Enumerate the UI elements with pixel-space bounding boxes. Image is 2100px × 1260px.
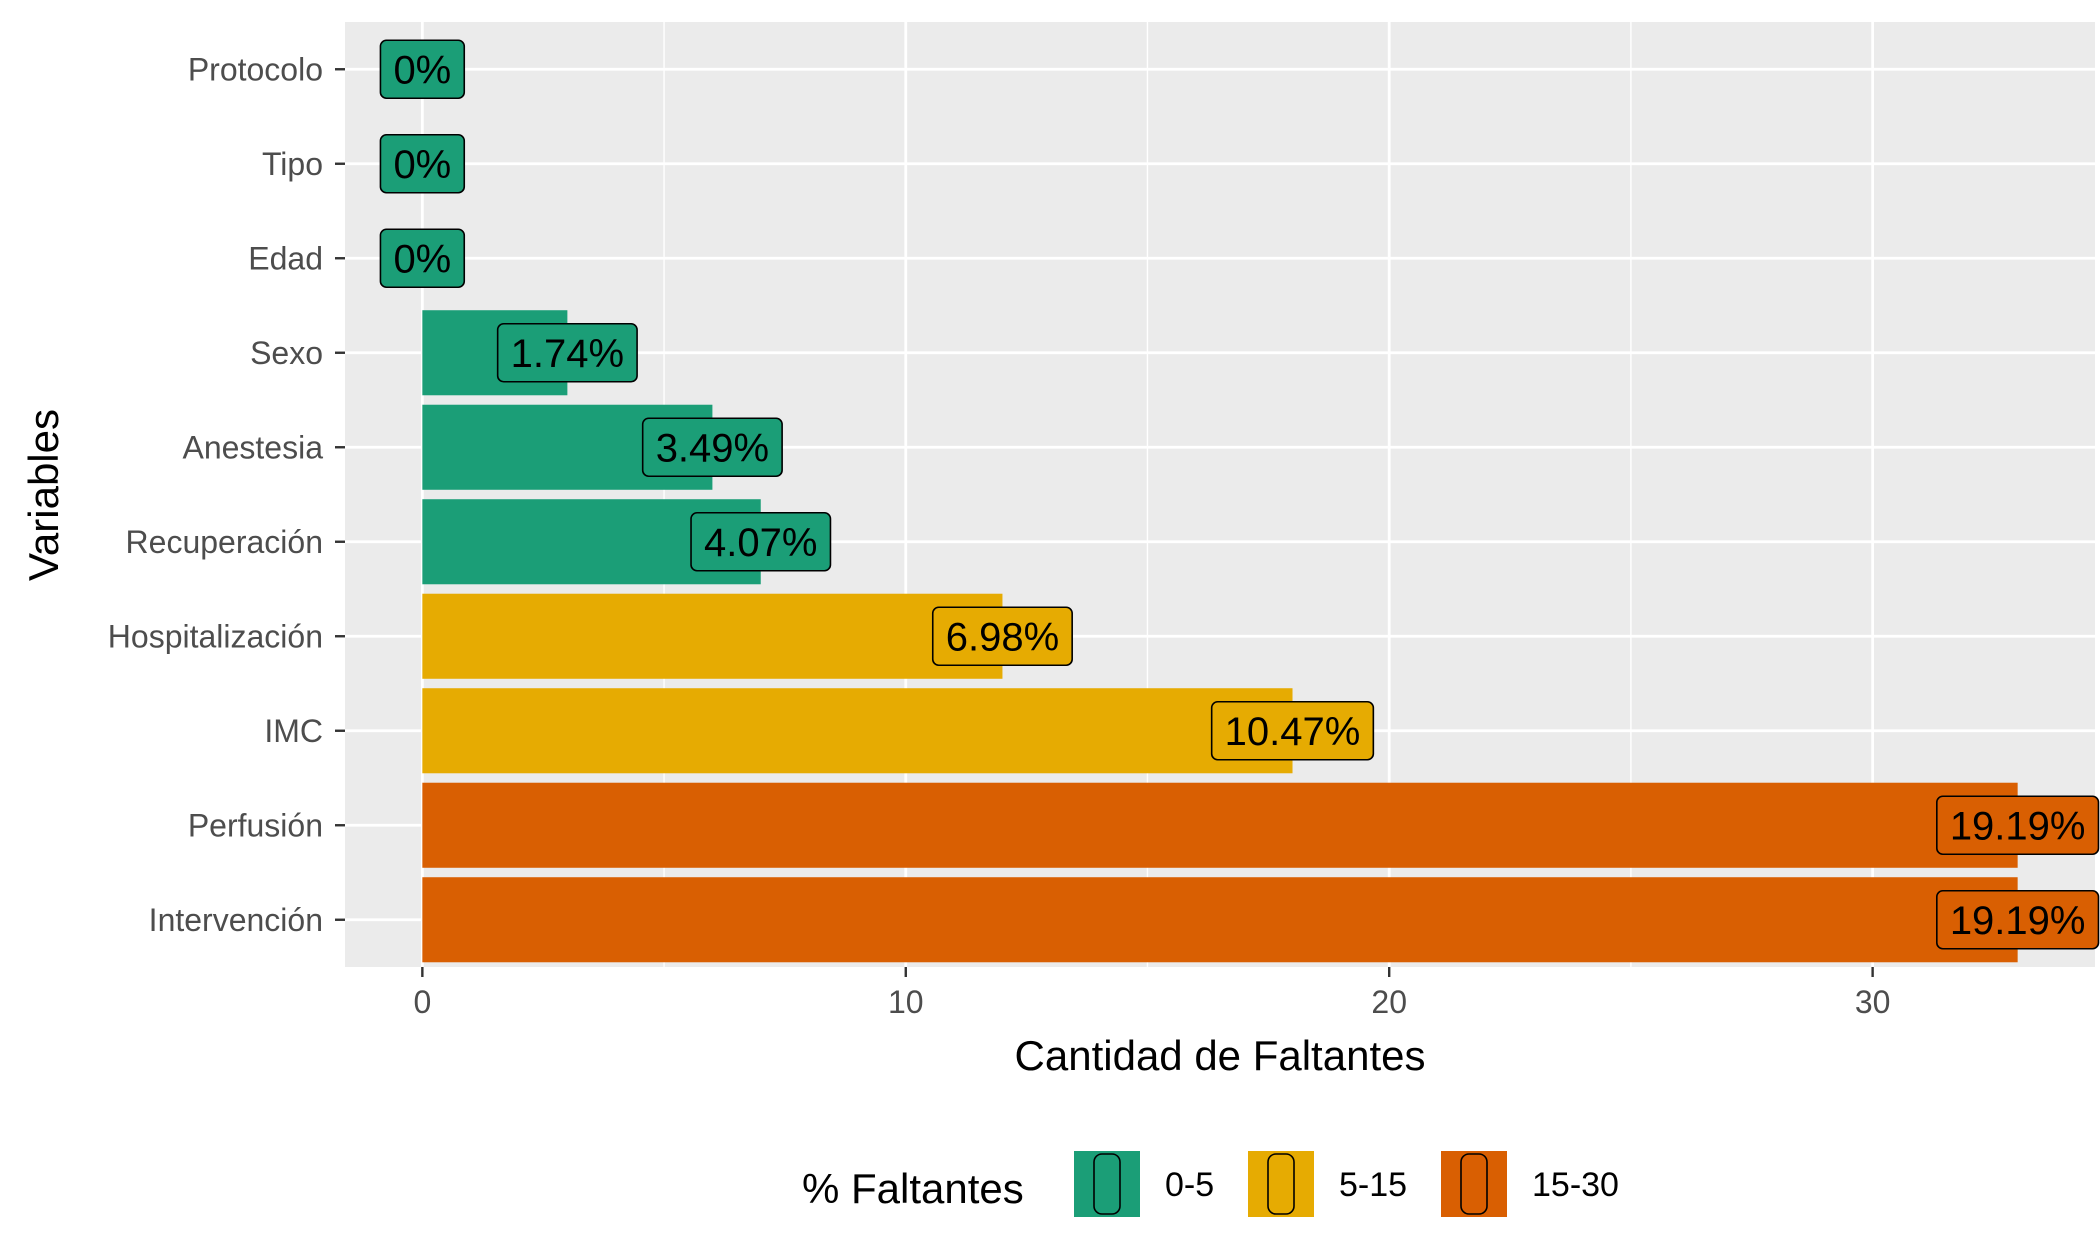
data-label-box — [379, 133, 466, 194]
data-label-text: 19.19% — [1950, 804, 2086, 848]
y-tick-label: Intervención — [149, 902, 323, 938]
y-tick-label: Protocolo — [188, 51, 323, 87]
data-label: 0% — [379, 39, 466, 100]
legend-item: 0-5 — [1072, 1149, 1214, 1219]
bar — [422, 688, 1293, 774]
y-tick-label: Hospitalización — [108, 618, 323, 654]
bar — [422, 782, 2018, 868]
y-tick-label: Recuperación — [126, 524, 323, 560]
x-tick-label: 0 — [413, 984, 431, 1020]
data-label: 3.49% — [641, 417, 783, 478]
y-axis-title: Variables — [20, 409, 67, 581]
data-labels: 0% 0% 0% 1.74% 3.49% 4.07% 6.98% 10.47% 19.19% 19… — [379, 39, 2100, 950]
data-label-box — [1936, 889, 2100, 950]
data-label-text: 0% — [393, 237, 451, 281]
data-label: 0% — [379, 228, 466, 289]
data-label-text: 6.98% — [946, 615, 1059, 659]
y-tick-label: Perfusión — [188, 807, 323, 843]
data-label-box — [641, 417, 783, 478]
legend-key-label-glyph — [1093, 1153, 1121, 1215]
x-tick-label: 30 — [1855, 984, 1891, 1020]
data-label-text: 19.19% — [1950, 899, 2086, 943]
legend-key-label-glyph — [1267, 1153, 1295, 1215]
data-label-box — [379, 228, 466, 289]
data-label-text: 0% — [393, 143, 451, 187]
legend: % Faltantes 0-5 5-15 15-30 — [802, 1149, 1619, 1219]
legend-label: 15-30 — [1532, 1166, 1619, 1204]
legend-label: 5-15 — [1339, 1166, 1407, 1204]
y-tick-label: Edad — [248, 240, 323, 276]
data-label-text: 3.49% — [656, 426, 769, 470]
legend-key-label-glyph — [1460, 1153, 1488, 1215]
x-tick-label: 10 — [888, 984, 924, 1020]
data-label-box — [496, 322, 638, 383]
data-label: 0% — [379, 133, 466, 194]
y-tick-label: IMC — [264, 713, 323, 749]
data-label: 19.19% — [1936, 889, 2100, 950]
data-label-text: 1.74% — [511, 332, 624, 376]
data-label-text: 0% — [393, 48, 451, 92]
legend-title: % Faltantes — [802, 1165, 1024, 1212]
x-axis-title: Cantidad de Faltantes — [1015, 1032, 1426, 1079]
legend-label: 0-5 — [1165, 1166, 1214, 1204]
data-label: 1.74% — [496, 322, 638, 383]
data-label: 10.47% — [1210, 700, 1375, 761]
y-tick-label: Sexo — [250, 335, 323, 371]
data-label: 6.98% — [931, 606, 1073, 667]
bar — [422, 593, 1003, 679]
y-tick-label: Tipo — [262, 146, 323, 182]
data-label-box — [379, 39, 466, 100]
data-label-text: 4.07% — [704, 521, 817, 565]
data-label: 19.19% — [1936, 795, 2100, 856]
x-tick-label: 20 — [1371, 984, 1407, 1020]
y-axis: Protocolo Tipo Edad Sexo Anestesia Recuperaci… — [108, 51, 345, 938]
data-label-box — [931, 606, 1073, 667]
data-label-box — [690, 511, 832, 572]
data-label-box — [1210, 700, 1375, 761]
legend-item: 15-30 — [1439, 1149, 1619, 1219]
bar — [422, 877, 2018, 963]
legend-item: 5-15 — [1246, 1149, 1407, 1219]
data-label: 4.07% — [690, 511, 832, 572]
y-tick-label: Anestesia — [182, 429, 323, 465]
data-label-box — [1936, 795, 2100, 856]
x-axis: 0 10 20 30 — [413, 967, 1890, 1020]
data-label-text: 10.47% — [1225, 710, 1361, 754]
